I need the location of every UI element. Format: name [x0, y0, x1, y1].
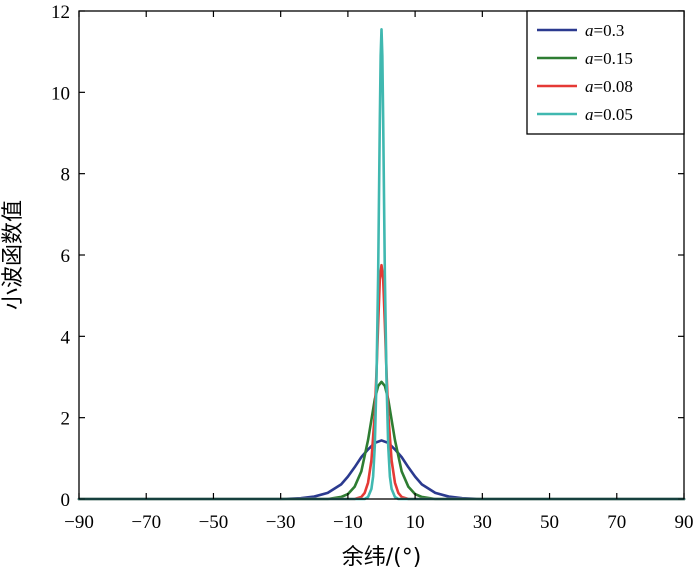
- legend: a=0.3a=0.15a=0.08a=0.05: [526, 10, 685, 135]
- series-line-0: [77, 439, 686, 501]
- legend-label-2: a=0.08: [585, 77, 633, 96]
- x-axis-label: 余纬/(°): [342, 545, 422, 570]
- x-tick-label: −70: [131, 512, 161, 533]
- y-tick-label: 10: [51, 83, 70, 104]
- series-line-1: [77, 380, 686, 501]
- legend-label-var: a: [585, 21, 594, 40]
- x-tick-label: −30: [266, 512, 296, 533]
- series-layer: [77, 28, 686, 501]
- series-line-3: [77, 28, 686, 501]
- y-axis-label: 小波函数值: [1, 200, 26, 310]
- legend-label-0: a=0.3: [585, 21, 624, 40]
- legend-label-value: =0.15: [594, 49, 633, 68]
- x-tick-label: −10: [333, 512, 363, 533]
- y-tick-label: 2: [61, 409, 71, 430]
- legend-label-1: a=0.15: [585, 49, 633, 68]
- y-tick-label: 12: [51, 2, 70, 23]
- ticks-layer: −90 −70 −50 −30 −10 10 30 50 70 90 0 2 4 6 8 10 12: [51, 2, 694, 533]
- legend-label-value: =0.05: [594, 105, 633, 124]
- x-tick-label: −50: [199, 512, 229, 533]
- legend-label-var: a: [585, 77, 594, 96]
- x-tick-label: −90: [64, 512, 94, 533]
- y-tick-label: 4: [61, 327, 71, 348]
- y-tick-label: 0: [61, 490, 71, 511]
- legend-label-3: a=0.05: [585, 105, 633, 124]
- x-tick-label: 30: [473, 512, 492, 533]
- legend-label-value: =0.3: [594, 21, 625, 40]
- legend-label-var: a: [585, 49, 594, 68]
- x-tick-label: 10: [406, 512, 425, 533]
- x-tick-label: 50: [540, 512, 559, 533]
- legend-label-value: =0.08: [594, 77, 633, 96]
- x-tick-label: 70: [607, 512, 626, 533]
- y-tick-label: 8: [61, 165, 71, 186]
- legend-label-var: a: [585, 105, 594, 124]
- series-line-2: [77, 263, 686, 501]
- y-tick-label: 6: [61, 246, 71, 267]
- x-tick-label: 90: [675, 512, 694, 533]
